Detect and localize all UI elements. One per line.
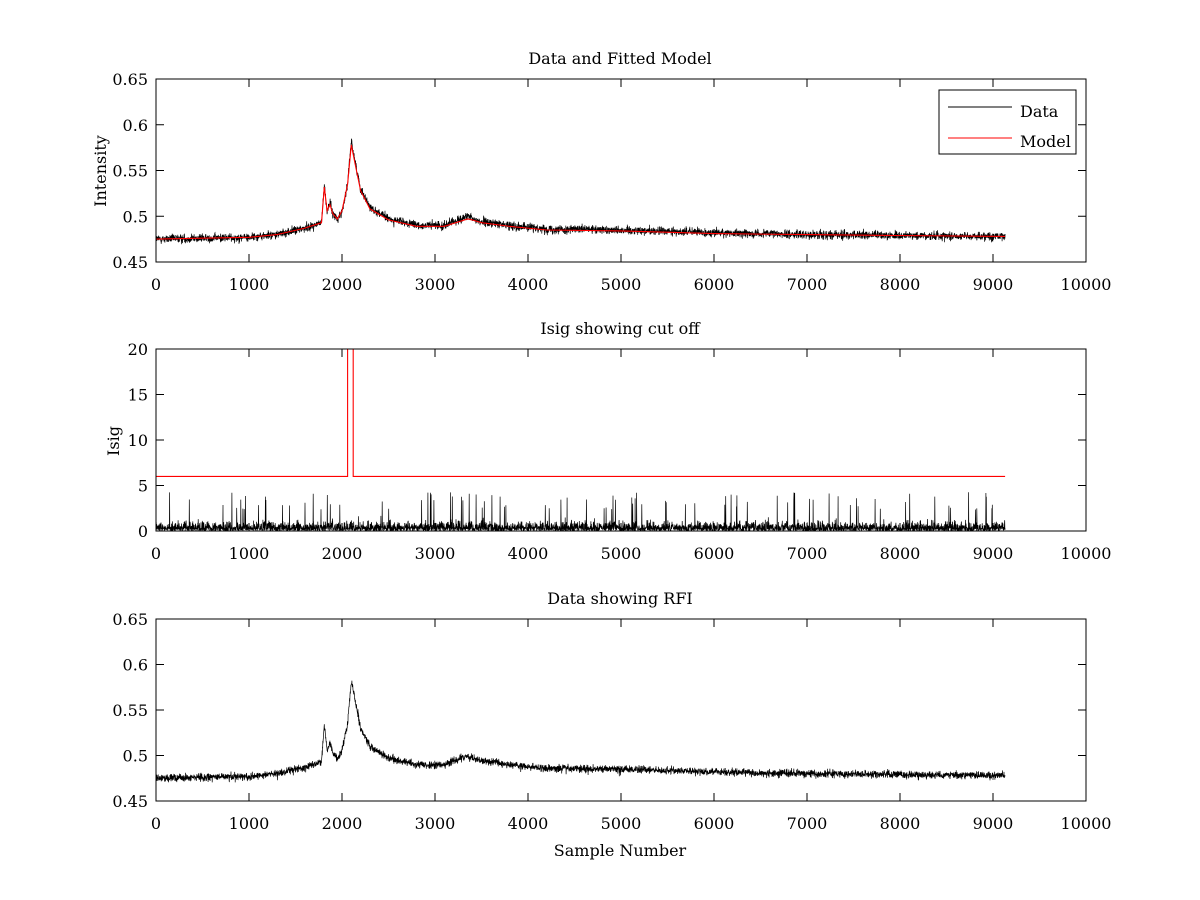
x-tick-label: 1000 [229, 275, 270, 294]
x-tick-label: 6000 [694, 814, 735, 833]
y-tick-label: 0.6 [123, 116, 148, 135]
x-tick-label: 0 [151, 814, 161, 833]
x-tick-label: 0 [151, 544, 161, 563]
panel-title: Data showing RFI [547, 589, 692, 608]
y-tick-label: 0.55 [112, 162, 148, 181]
y-tick-label: 0.5 [123, 207, 148, 226]
legend-label-data: Data [1020, 102, 1059, 121]
series-line-series-1 [156, 349, 1006, 477]
panel-data-and-fitted-model: Data and Fitted Model Intensity 0 1000 200… [91, 49, 1111, 294]
y-tick-label: 0.6 [123, 656, 148, 675]
x-tick-label: 2000 [322, 544, 363, 563]
x-tick-label: 7000 [787, 544, 828, 563]
legend-box [938, 89, 1077, 155]
x-tick-label: 9000 [973, 275, 1014, 294]
panel-title: Data and Fitted Model [528, 49, 711, 68]
x-tick-label: 5000 [601, 544, 642, 563]
x-tick-label: 1000 [229, 544, 270, 563]
y-tick-label: 0.45 [112, 253, 148, 272]
plot-area [156, 138, 1006, 245]
series-line-model [156, 144, 1006, 240]
x-tick-label: 7000 [787, 275, 828, 294]
y-tick-label: 0.65 [112, 610, 148, 629]
x-tick-label: 8000 [880, 275, 921, 294]
x-tick-label: 2000 [322, 814, 363, 833]
axes: 0 1000 2000 3000 4000 5000 6000 7000 8000 9000 100… [128, 340, 1112, 563]
y-tick-label: 10 [128, 431, 148, 450]
x-tick-label: 3000 [415, 814, 456, 833]
x-tick-label: 0 [151, 275, 161, 294]
x-tick-label: 6000 [694, 275, 735, 294]
x-tick-label: 4000 [508, 544, 549, 563]
x-tick-label: 1000 [229, 814, 270, 833]
x-tick-label: 5000 [601, 275, 642, 294]
x-tick-label: 8000 [880, 544, 921, 563]
x-tick-label: 8000 [880, 814, 921, 833]
x-tick-label: 7000 [787, 814, 828, 833]
x-tick-label: 3000 [415, 275, 456, 294]
y-tick-label: 20 [128, 340, 148, 359]
y-axis-title: Intensity [91, 135, 110, 207]
y-tick-label: 0.5 [123, 747, 148, 766]
x-tick-label: 6000 [694, 544, 735, 563]
y-tick-label: 5 [138, 477, 148, 496]
panel-title: Isig showing cut off [540, 319, 701, 338]
panel-isig-showing-cut-off: Isig showing cut off Isig 0 1000 2000 3000 4… [104, 319, 1111, 563]
y-tick-label: 0.45 [112, 792, 148, 811]
y-tick-label: 15 [128, 386, 148, 405]
series-line-series-0 [156, 680, 1006, 783]
x-tick-label: 9000 [973, 814, 1014, 833]
y-tick-label: 0.65 [112, 70, 148, 89]
y-tick-label: 0.55 [112, 701, 148, 720]
legend: Data Model [938, 89, 1077, 155]
x-tick-label: 10000 [1061, 544, 1112, 563]
x-tick-label: 4000 [508, 275, 549, 294]
x-tick-label: 9000 [973, 544, 1014, 563]
x-tick-label: 2000 [322, 275, 363, 294]
x-tick-label: 10000 [1061, 275, 1112, 294]
series-line-series-0 [156, 492, 1006, 531]
x-tick-label: 4000 [508, 814, 549, 833]
x-tick-label: 10000 [1061, 814, 1112, 833]
x-tick-label: 3000 [415, 544, 456, 563]
axes: 0 1000 2000 3000 4000 5000 6000 7000 8000 9000 100… [112, 610, 1111, 833]
panel-data-showing-rfi: Data showing RFI Sample Number 0 1000 2000… [112, 589, 1111, 860]
y-tick-label: 0 [138, 522, 148, 541]
plot-area [156, 680, 1006, 783]
axes: 0 1000 2000 3000 4000 5000 6000 7000 8000 9000 100… [112, 70, 1111, 294]
legend-label-model: Model [1020, 132, 1071, 151]
plot-area [156, 349, 1006, 531]
x-axis-title: Sample Number [554, 841, 687, 860]
x-tick-label: 5000 [601, 814, 642, 833]
y-axis-title: Isig [104, 426, 123, 456]
